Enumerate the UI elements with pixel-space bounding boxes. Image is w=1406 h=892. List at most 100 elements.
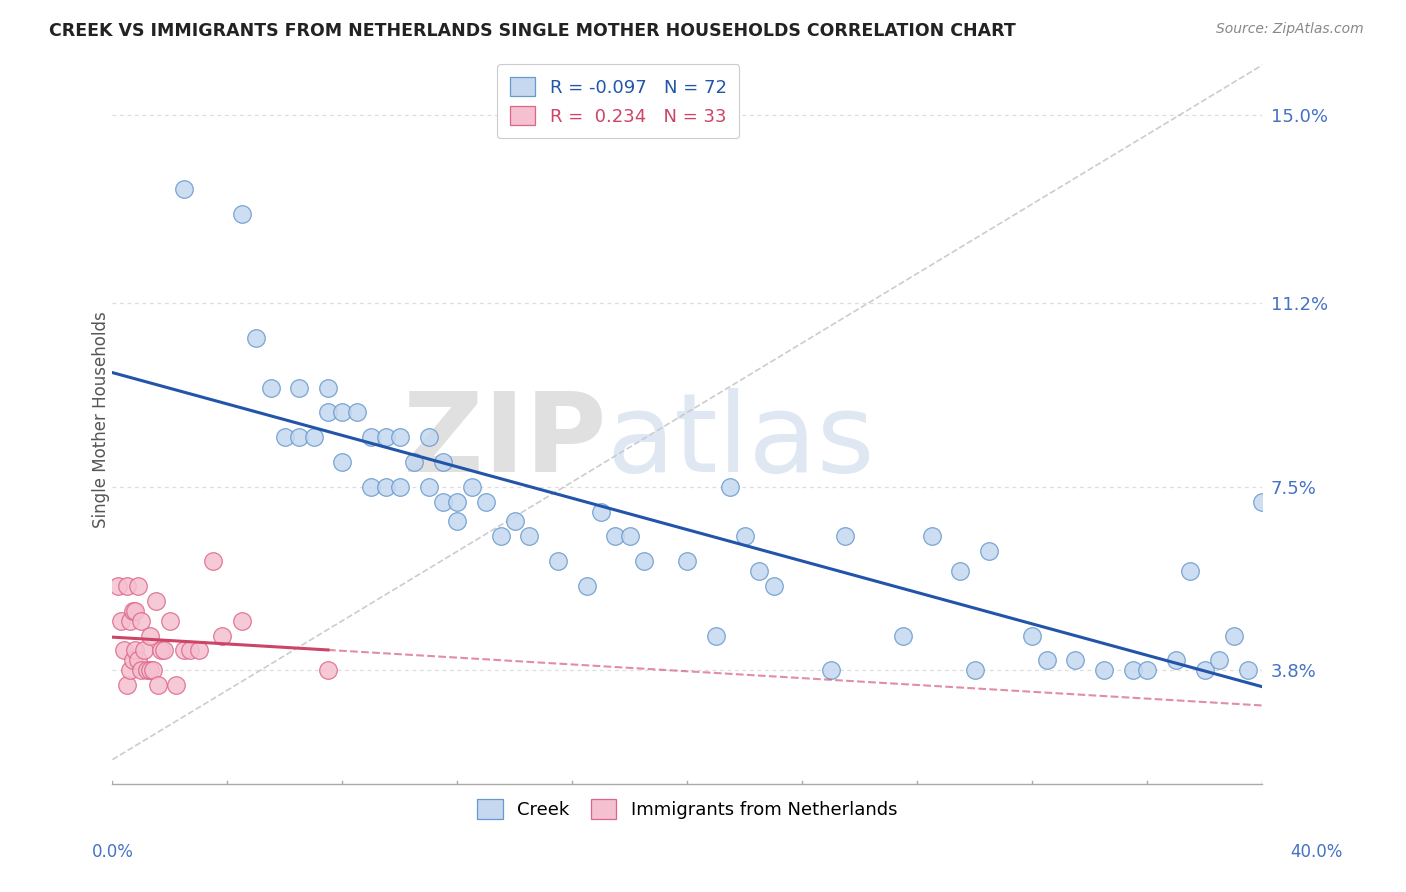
Point [374, 430, 396, 444]
Point [231, 207, 253, 221]
Point [475, 494, 498, 508]
Y-axis label: Single Mother Households: Single Mother Households [93, 311, 110, 528]
Point [891, 629, 914, 643]
Point [1064, 653, 1087, 667]
Point [118, 614, 141, 628]
Point [547, 554, 569, 568]
Point [139, 629, 162, 643]
Point [1092, 663, 1115, 677]
Text: 40.0%: 40.0% [1291, 843, 1343, 861]
Point [748, 564, 770, 578]
Point [360, 480, 382, 494]
Point [245, 331, 267, 345]
Point [231, 614, 253, 628]
Point [173, 182, 195, 196]
Point [274, 430, 297, 444]
Point [734, 529, 756, 543]
Point [165, 678, 187, 692]
Point [388, 430, 411, 444]
Point [446, 494, 468, 508]
Point [332, 455, 354, 469]
Point [110, 614, 132, 628]
Point [418, 480, 440, 494]
Point [153, 643, 176, 657]
Point [202, 554, 225, 568]
Point [360, 430, 382, 444]
Point [374, 480, 396, 494]
Point [187, 643, 209, 657]
Point [112, 643, 135, 657]
Point [302, 430, 325, 444]
Point [1194, 663, 1216, 677]
Point [179, 643, 201, 657]
Point [142, 663, 165, 677]
Point [1251, 494, 1274, 508]
Text: Source: ZipAtlas.com: Source: ZipAtlas.com [1216, 22, 1364, 37]
Point [159, 614, 181, 628]
Point [115, 678, 138, 692]
Point [762, 579, 785, 593]
Point [605, 529, 627, 543]
Point [1237, 663, 1260, 677]
Point [720, 480, 742, 494]
Point [288, 380, 311, 394]
Point [136, 663, 159, 677]
Point [173, 643, 195, 657]
Point [129, 663, 152, 677]
Point [121, 653, 143, 667]
Point [346, 405, 368, 419]
Point [148, 678, 170, 692]
Point [949, 564, 972, 578]
Point [1180, 564, 1202, 578]
Point [503, 515, 526, 529]
Point [963, 663, 986, 677]
Point [288, 430, 311, 444]
Point [211, 629, 233, 643]
Point [124, 604, 146, 618]
Point [332, 405, 354, 419]
Point [1164, 653, 1187, 667]
Point [676, 554, 699, 568]
Point [127, 579, 149, 593]
Legend: Creek, Immigrants from Netherlands: Creek, Immigrants from Netherlands [470, 792, 904, 827]
Point [107, 579, 129, 593]
Point [404, 455, 426, 469]
Point [115, 579, 138, 593]
Point [432, 455, 454, 469]
Point [575, 579, 598, 593]
Point [834, 529, 856, 543]
Point [139, 663, 162, 677]
Point [145, 594, 167, 608]
Point [921, 529, 943, 543]
Point [979, 544, 1001, 558]
Point [704, 629, 727, 643]
Point [489, 529, 512, 543]
Point [129, 614, 152, 628]
Point [633, 554, 655, 568]
Text: ZIP: ZIP [404, 388, 607, 495]
Point [316, 405, 339, 419]
Point [820, 663, 842, 677]
Text: CREEK VS IMMIGRANTS FROM NETHERLANDS SINGLE MOTHER HOUSEHOLDS CORRELATION CHART: CREEK VS IMMIGRANTS FROM NETHERLANDS SIN… [49, 22, 1017, 40]
Point [118, 663, 141, 677]
Point [132, 643, 155, 657]
Point [124, 643, 146, 657]
Point [1021, 629, 1043, 643]
Point [446, 515, 468, 529]
Point [619, 529, 641, 543]
Point [1136, 663, 1159, 677]
Point [418, 430, 440, 444]
Point [517, 529, 540, 543]
Point [1208, 653, 1230, 667]
Point [150, 643, 173, 657]
Point [127, 653, 149, 667]
Point [316, 663, 339, 677]
Point [1035, 653, 1057, 667]
Point [1122, 663, 1144, 677]
Point [461, 480, 484, 494]
Point [316, 380, 339, 394]
Text: 0.0%: 0.0% [91, 843, 134, 861]
Point [1222, 629, 1244, 643]
Point [388, 480, 411, 494]
Point [259, 380, 281, 394]
